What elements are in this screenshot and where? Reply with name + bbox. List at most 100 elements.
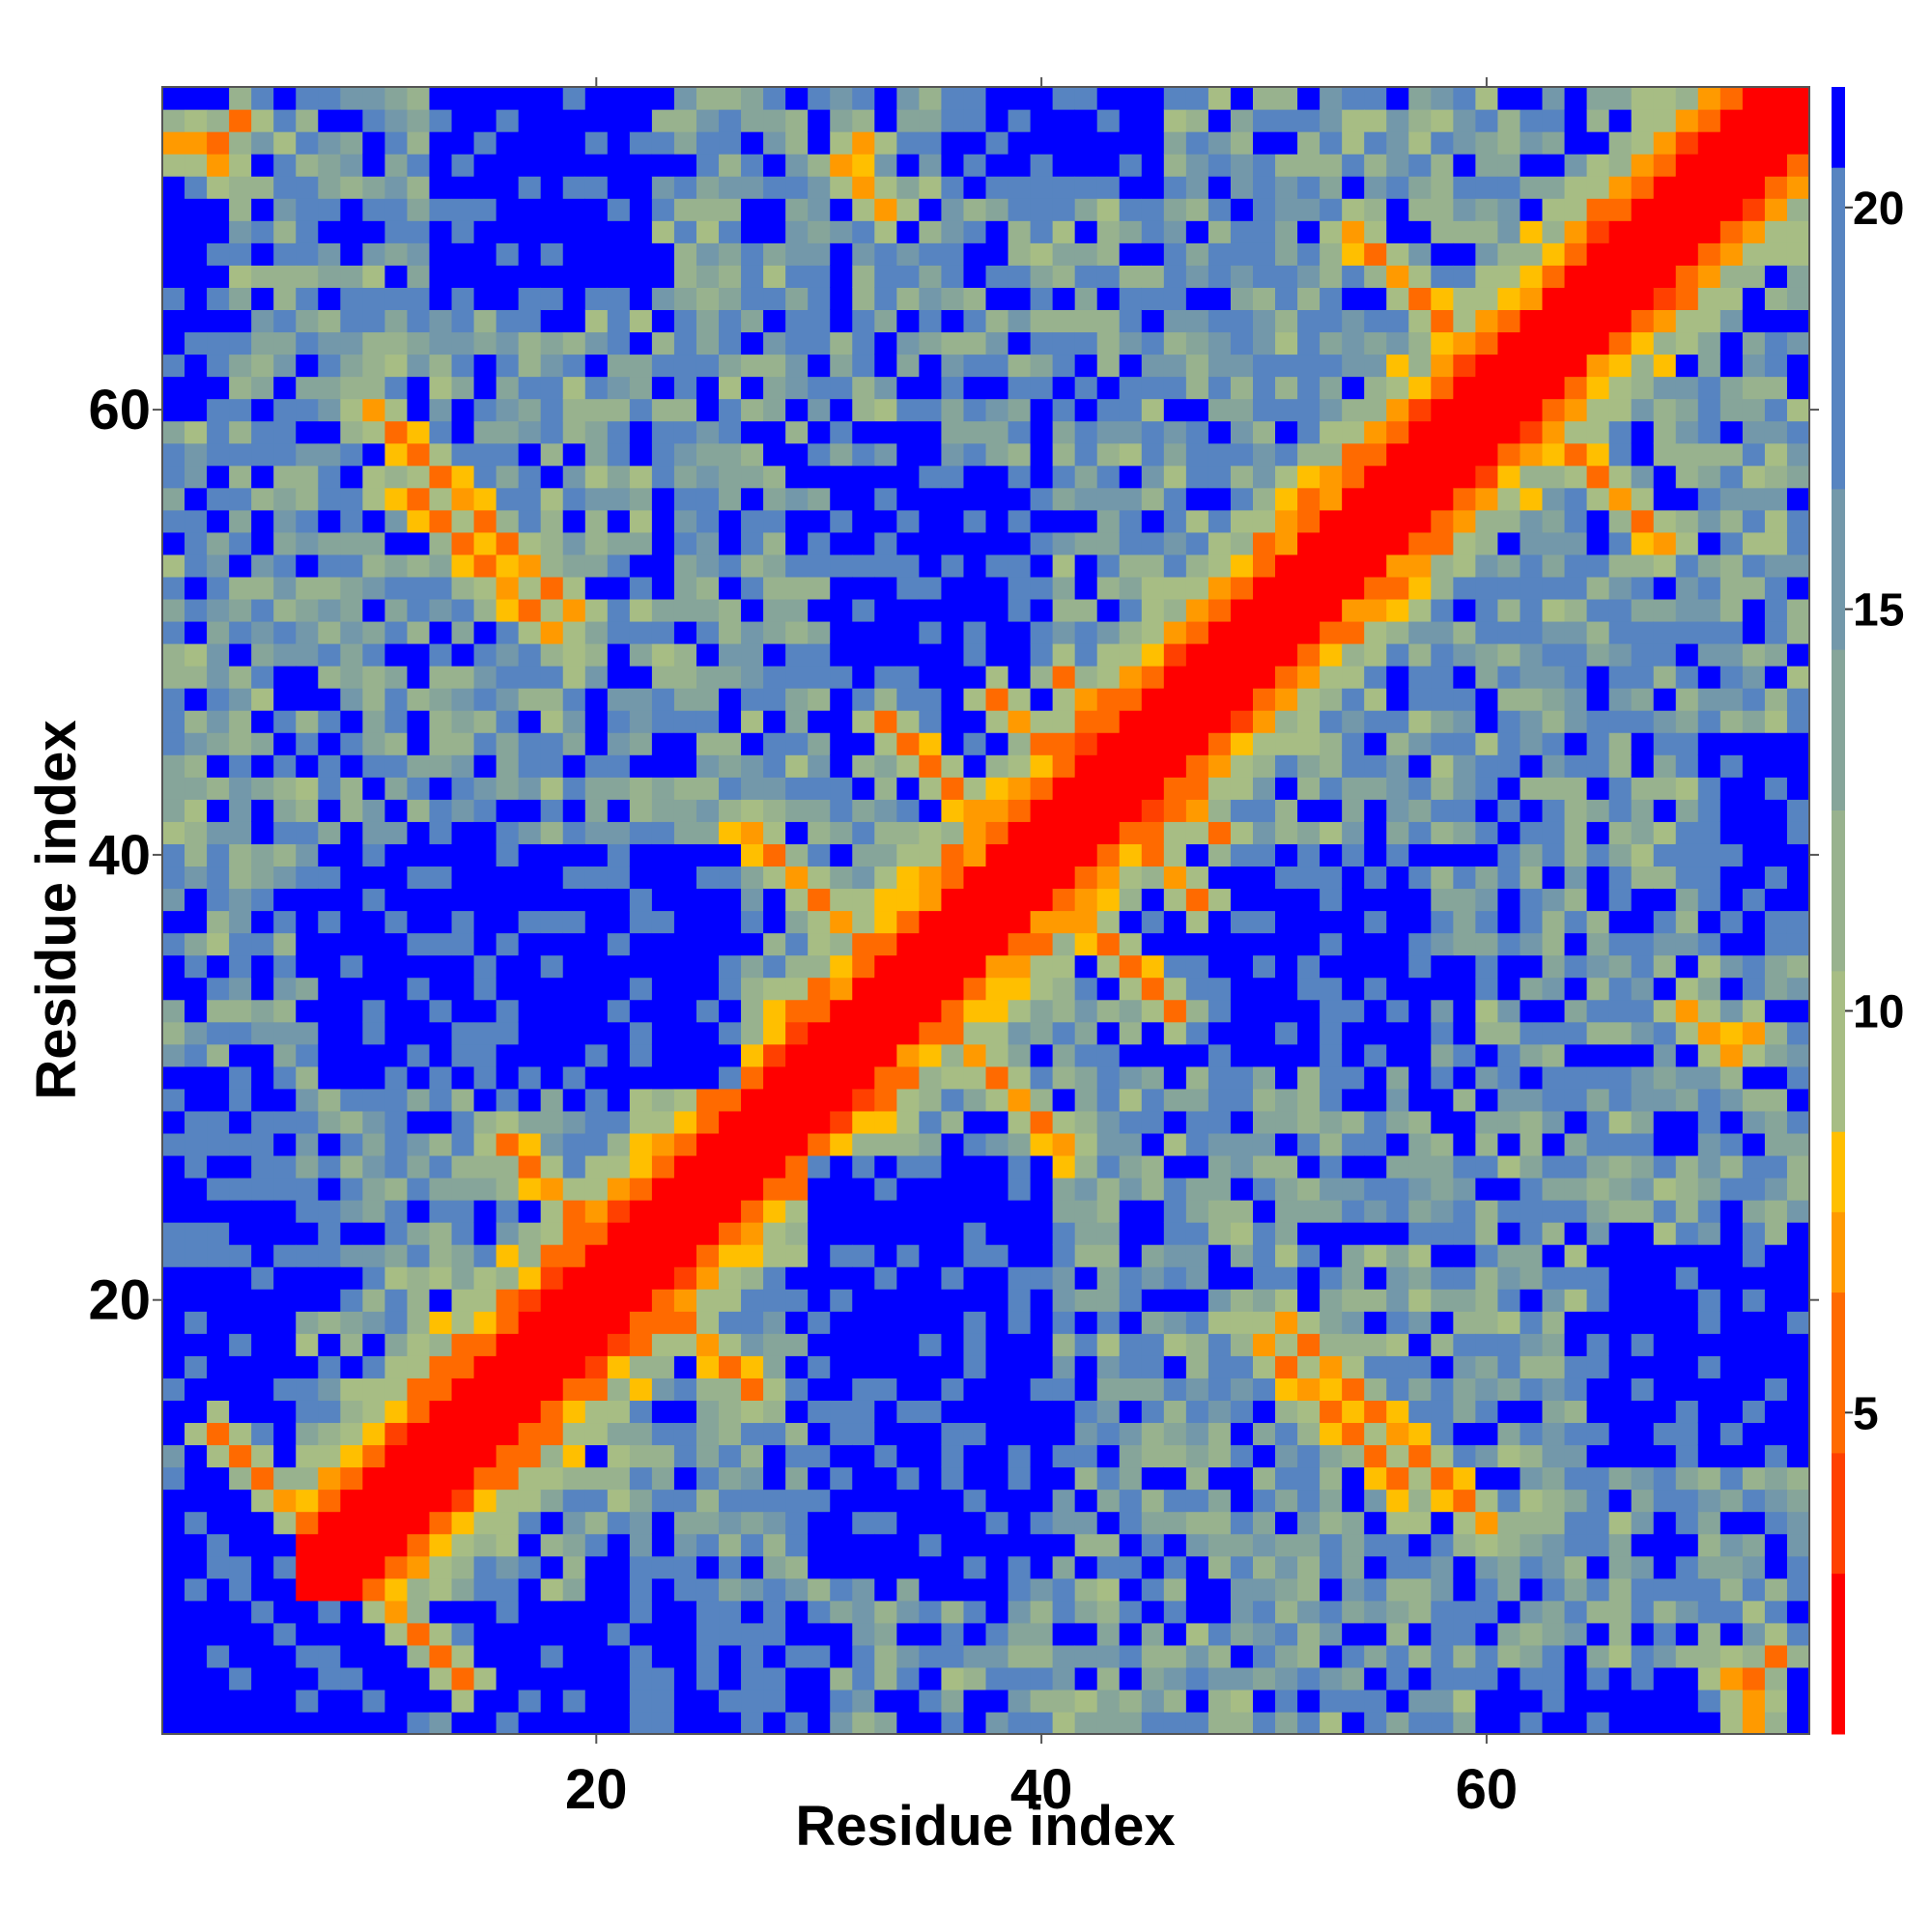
heatmap-cell: [1497, 1355, 1521, 1378]
heatmap-cell: [852, 309, 875, 333]
heatmap-cell: [1320, 1200, 1343, 1223]
heatmap-cell: [1608, 666, 1633, 689]
heatmap-cell: [741, 1689, 764, 1713]
heatmap-cell: [1141, 1378, 1165, 1401]
heatmap-cell: [629, 398, 653, 422]
heatmap-cell: [852, 1065, 875, 1090]
heatmap-cell: [1631, 1266, 1655, 1290]
heatmap-cell: [629, 688, 653, 711]
heatmap-cell: [963, 910, 987, 934]
heatmap-cell: [584, 1355, 609, 1378]
heatmap-cell: [185, 799, 208, 822]
heatmap-cell: [1119, 420, 1143, 444]
heatmap-cell: [407, 843, 431, 867]
heatmap-cell: [273, 242, 297, 266]
heatmap-cell: [651, 1088, 675, 1112]
heatmap-cell: [1520, 1666, 1544, 1690]
heatmap-cell: [896, 1266, 920, 1290]
heatmap-cell: [407, 1577, 431, 1602]
heatmap-cell: [1230, 1154, 1254, 1179]
heatmap-cell: [496, 1065, 520, 1090]
heatmap-cell: [1074, 1244, 1098, 1267]
heatmap-cell: [296, 1222, 319, 1245]
heatmap-cell: [896, 1110, 920, 1134]
heatmap-cell: [496, 554, 520, 578]
heatmap-cell: [251, 265, 274, 288]
heatmap-cell: [896, 176, 920, 199]
heatmap-cell: [1564, 465, 1588, 489]
heatmap-cell: [1542, 87, 1566, 110]
heatmap-cell: [1564, 1689, 1588, 1713]
heatmap-cell: [1586, 666, 1610, 689]
heatmap-cell: [429, 109, 453, 132]
heatmap-cell: [874, 287, 897, 310]
heatmap-cell: [919, 620, 943, 644]
heatmap-cell: [1386, 287, 1409, 310]
heatmap-cell: [785, 1644, 809, 1668]
heatmap-cell: [562, 531, 586, 555]
heatmap-cell: [919, 1689, 943, 1713]
heatmap-cell: [1364, 620, 1387, 644]
heatmap-cell: [473, 977, 497, 1001]
heatmap-cell: [229, 1266, 252, 1290]
heatmap-cell: [1653, 1355, 1677, 1378]
heatmap-cell: [273, 287, 297, 310]
heatmap-cell: [451, 1600, 475, 1624]
heatmap-cell: [741, 1355, 764, 1378]
heatmap-cell: [808, 242, 831, 266]
heatmap-cell: [407, 465, 431, 489]
heatmap-cell: [1364, 1711, 1387, 1735]
heatmap-cell: [1208, 1311, 1232, 1334]
heatmap-cell: [384, 910, 409, 934]
heatmap-cell: [607, 1266, 631, 1290]
heatmap-cell: [1141, 688, 1165, 711]
heatmap-cell: [473, 1200, 497, 1223]
heatmap-cell: [1008, 1622, 1032, 1646]
heatmap-cell: [1386, 220, 1409, 243]
heatmap-cell: [1408, 732, 1432, 755]
heatmap-cell: [1386, 309, 1409, 333]
heatmap-cell: [1030, 1244, 1054, 1267]
heatmap-cell: [362, 554, 385, 578]
heatmap-cell: [963, 1289, 987, 1312]
heatmap-cell: [1653, 1065, 1677, 1090]
heatmap-cell: [919, 1444, 943, 1468]
heatmap-cell: [496, 1200, 520, 1223]
heatmap-cell: [808, 821, 831, 844]
heatmap-cell: [1275, 1644, 1298, 1668]
heatmap-cell: [1631, 866, 1655, 890]
heatmap-cell: [384, 1200, 409, 1223]
heatmap-cell: [673, 932, 697, 956]
heatmap-cell: [1008, 1043, 1032, 1067]
heatmap-cell: [741, 265, 764, 288]
heatmap-cell: [1408, 954, 1432, 979]
heatmap-cell: [1096, 977, 1121, 1001]
heatmap-cell: [1497, 87, 1521, 110]
heatmap-cell: [1185, 1622, 1209, 1646]
heatmap-cell: [1564, 1088, 1588, 1112]
heatmap-cell: [1074, 220, 1098, 243]
heatmap-cell: [919, 331, 943, 355]
heatmap-cell: [496, 1311, 520, 1334]
heatmap-cell: [1497, 1666, 1521, 1690]
heatmap-cell: [919, 87, 943, 110]
heatmap-cell: [1386, 376, 1409, 400]
heatmap-cell: [1475, 1533, 1499, 1557]
heatmap-cell: [1364, 1065, 1387, 1090]
heatmap-cell: [407, 1466, 431, 1491]
heatmap-cell: [719, 1489, 742, 1513]
heatmap-cell: [1408, 531, 1432, 555]
heatmap-cell: [763, 1132, 786, 1156]
heatmap-cell: [1297, 1110, 1321, 1134]
heatmap-cell: [1096, 109, 1121, 132]
heatmap-cell: [1408, 1689, 1432, 1713]
heatmap-cell: [1208, 1154, 1232, 1179]
heatmap-cell: [1141, 1711, 1165, 1735]
heatmap-cell: [719, 1622, 742, 1646]
heatmap-cell: [362, 154, 385, 177]
heatmap-cell: [162, 131, 185, 155]
heatmap-cell: [896, 1711, 920, 1735]
heatmap-cell: [1230, 732, 1254, 755]
heatmap-cell: [540, 777, 564, 800]
heatmap-cell: [808, 1644, 831, 1668]
